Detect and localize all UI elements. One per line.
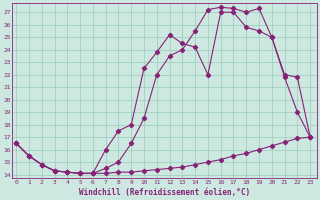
X-axis label: Windchill (Refroidissement éolien,°C): Windchill (Refroidissement éolien,°C): [79, 188, 250, 197]
